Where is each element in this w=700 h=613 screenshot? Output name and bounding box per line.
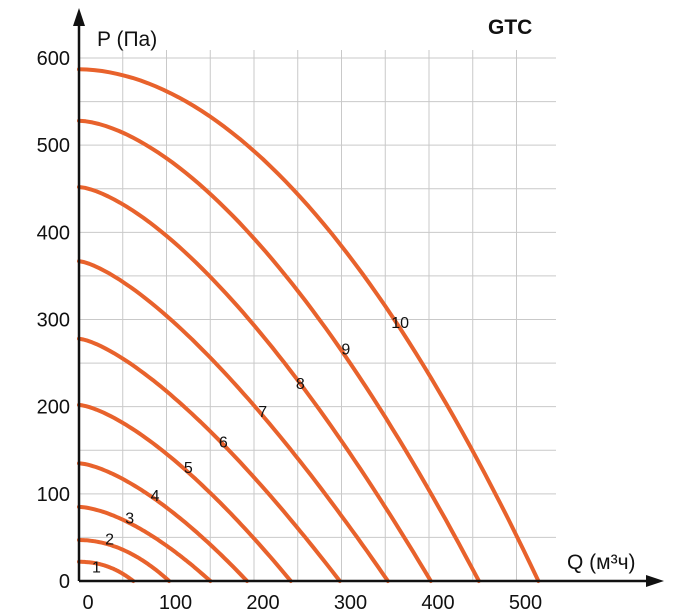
curve-label-9: 9 (341, 341, 350, 358)
tick-labels: 0 100 200 300 400 500 600 0 100 200 300 400 500 (37, 48, 543, 613)
curve-label-2: 2 (105, 531, 114, 548)
x-tick-label: 400 (421, 592, 454, 613)
curve-label-10: 10 (391, 315, 409, 332)
curve-1 (77, 559, 136, 583)
curve-5 (77, 402, 293, 583)
x-tick-label: 200 (246, 592, 279, 613)
y-tick-label: 200 (37, 397, 70, 419)
curve-3 (77, 504, 213, 583)
curve-4 (77, 461, 249, 583)
x-tick-label: 0 (82, 592, 93, 613)
curve-label-6: 6 (219, 435, 228, 452)
x-tick-label: 300 (334, 592, 367, 613)
curve-label-4: 4 (151, 488, 160, 505)
curve-10 (77, 67, 541, 583)
curve-2 (77, 538, 172, 583)
curve-9 (77, 118, 481, 583)
y-tick-label: 500 (37, 135, 70, 157)
y-axis-title: P (Па) (97, 28, 157, 51)
y-tick-label: 600 (37, 48, 70, 70)
curves (77, 67, 541, 583)
curve-label-8: 8 (296, 376, 305, 393)
x-tick-label: 100 (159, 592, 192, 613)
curve-6 (77, 336, 342, 583)
chart-title: GTC (488, 16, 532, 39)
y-axis-arrow (73, 8, 85, 26)
curve-label-5: 5 (184, 460, 193, 477)
x-axis-title: Q (м³ч) (567, 551, 636, 574)
curve-8 (77, 185, 433, 583)
x-tick-label: 500 (509, 592, 542, 613)
curve-label-3: 3 (125, 510, 134, 527)
y-tick-label: 400 (37, 222, 70, 244)
y-tick-label: 100 (37, 484, 70, 506)
y-tick-label: 0 (59, 571, 70, 593)
curve-label-1: 1 (92, 559, 101, 576)
x-axis-arrow (646, 575, 664, 587)
y-tick-label: 300 (37, 309, 70, 331)
curve-7 (77, 259, 390, 583)
curve-label-7: 7 (258, 404, 267, 421)
